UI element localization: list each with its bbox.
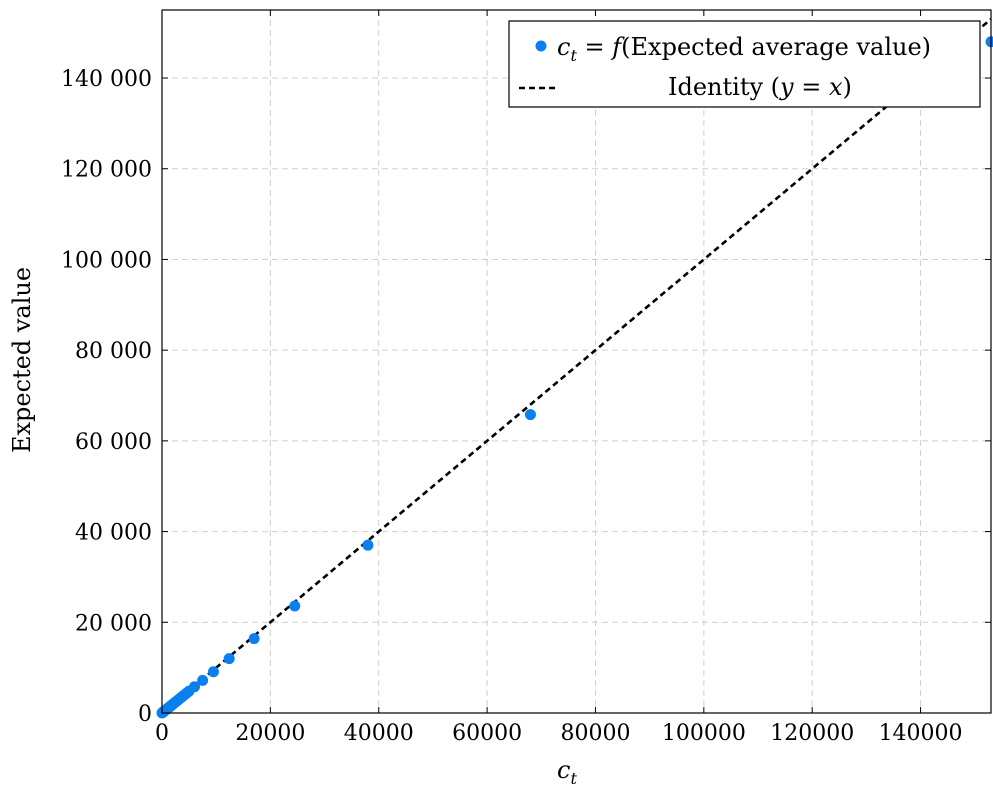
y-tick-label: 20 000: [75, 611, 152, 636]
scatter-point: [362, 539, 374, 551]
scatter-point: [223, 653, 235, 665]
plot-frame: [161, 9, 992, 714]
y-tick-label: 120 000: [61, 158, 152, 183]
legend-box: [508, 20, 981, 108]
legend-identity-post: ): [843, 73, 852, 101]
x-tick-label: 60000: [452, 721, 522, 746]
scatter-point: [289, 600, 301, 612]
legend-identity-pre: Identity (: [668, 73, 780, 101]
scatter-point: [207, 666, 219, 678]
x-tick-label: 80000: [560, 721, 630, 746]
scatter-points-layer: [156, 36, 993, 719]
scatter-point: [197, 674, 209, 686]
y-tick-label: 60 000: [75, 430, 152, 455]
legend-identity-y: y: [779, 73, 794, 101]
legend-marker-scatter: [535, 40, 547, 52]
x-axis-ticks: 0 20000 40000 60000 80000 100000 120000 140000: [155, 10, 963, 746]
x-axis-label-main: c: [557, 756, 570, 784]
x-axis-label-sub: t: [571, 769, 578, 785]
scatter-point: [524, 409, 536, 421]
x-tick-label: 100000: [662, 721, 746, 746]
legend: ct = f(Expected average value) Identity …: [508, 20, 981, 108]
legend-scatter-sub: t: [570, 46, 577, 65]
x-axis-label: ct: [557, 756, 577, 785]
x-tick-label: 20000: [235, 721, 305, 746]
y-tick-label: 140 000: [61, 67, 152, 92]
y-tick-label: 80 000: [75, 339, 152, 364]
x-tick-label: 120000: [770, 721, 854, 746]
identity-line-layer: [161, 18, 992, 714]
legend-identity-eq: =: [794, 73, 829, 101]
y-tick-label: 100 000: [61, 248, 152, 273]
legend-scatter-eq: =: [577, 33, 612, 61]
x-tick-label: 140000: [879, 721, 963, 746]
scatter-point: [248, 633, 260, 645]
legend-scatter-c: c: [557, 33, 570, 61]
identity-line: [161, 18, 992, 714]
scatter-point: [189, 681, 201, 693]
y-tick-label: 40 000: [75, 521, 152, 546]
y-tick-label: 0: [138, 702, 152, 727]
legend-label-identity: Identity (y = x): [668, 73, 852, 101]
legend-label-scatter: ct = f(Expected average value): [557, 33, 931, 65]
y-axis-label: Expected value: [8, 267, 36, 453]
x-tick-label: 0: [155, 721, 169, 746]
legend-identity-x: x: [829, 73, 843, 101]
y-axis-ticks: 0 20 000 40 000 60 000 80 000 100 000 120 000 1…: [61, 67, 991, 727]
scatter-point: [985, 36, 993, 48]
legend-scatter-rest: (Expected average value): [621, 33, 931, 61]
x-tick-label: 40000: [344, 721, 414, 746]
